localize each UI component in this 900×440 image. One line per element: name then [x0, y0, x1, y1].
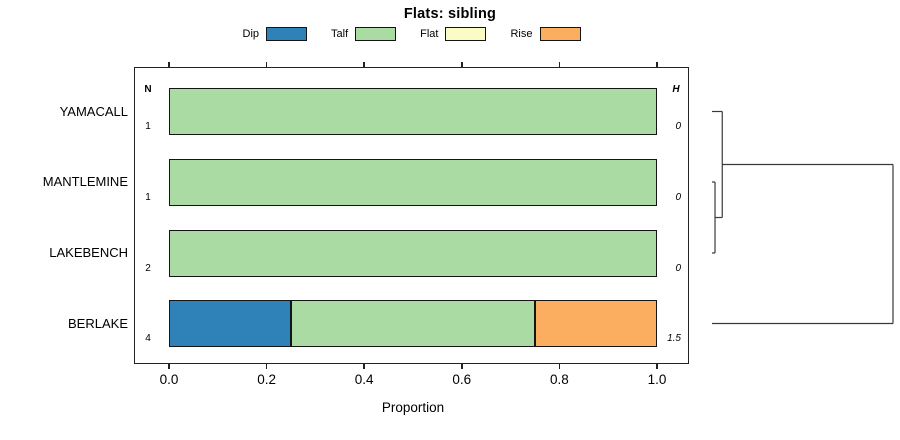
n-value: 1 [145, 121, 151, 132]
x-axis-tick-bottom [656, 364, 658, 369]
x-axis-tick-label: 1.0 [647, 372, 667, 387]
x-axis-tick-label: 0.4 [354, 372, 374, 387]
n-column-header: N [144, 84, 152, 95]
legend-label: Talf [331, 28, 349, 40]
x-axis-tick-top [461, 62, 463, 67]
h-column-header: H [672, 84, 680, 95]
bar-segment-rise [535, 300, 657, 347]
x-axis-tick-top [558, 62, 561, 67]
x-axis-tick-top [265, 62, 268, 67]
x-axis-tick-bottom [265, 364, 268, 369]
n-value: 1 [145, 191, 151, 203]
x-axis-tick-label: 0.0 [159, 372, 179, 387]
x-axis-tick-top [363, 62, 365, 67]
h-value: 0 [675, 262, 681, 274]
legend-swatch [266, 27, 308, 41]
row-label: YAMACALL [59, 103, 128, 119]
x-axis-tick-bottom [461, 364, 463, 369]
h-value: 0 [675, 191, 681, 203]
legend-label: Dip [242, 28, 260, 40]
legend-label: Flat [420, 28, 439, 40]
x-axis-tick-bottom [363, 364, 365, 369]
legend-item: Talf [331, 27, 397, 41]
row-label: MANTLEMINE [42, 174, 128, 189]
legend-swatch [445, 27, 487, 41]
legend-item: Rise [510, 27, 581, 41]
h-value: 1.5 [667, 333, 681, 344]
legend-label: Rise [510, 28, 533, 40]
x-axis-tick-label: 0.6 [452, 372, 472, 387]
legend-swatch [539, 27, 581, 41]
n-value: 4 [145, 333, 151, 344]
x-axis-tick-label: 0.2 [257, 372, 276, 387]
legend: Dip Talf Flat Rise [134, 26, 689, 42]
bar-segment-talf [169, 229, 657, 277]
x-axis-tick-bottom [168, 364, 170, 369]
legend-item: Dip [243, 27, 308, 41]
x-axis-tick-label: 0.8 [550, 372, 569, 387]
legend-swatch [355, 27, 397, 41]
legend-item: Flat [420, 27, 487, 41]
x-axis-label: Proportion [381, 400, 445, 415]
row-label: LAKEBENCH [49, 245, 128, 260]
x-axis-tick-bottom [558, 364, 561, 369]
x-axis-tick-top [168, 62, 170, 67]
n-value: 2 [145, 262, 151, 274]
chart-title: Flats: sibling [403, 6, 497, 22]
bar-segment-talf [169, 88, 657, 135]
bar-segment-talf [291, 300, 535, 347]
bar-segment-dip [169, 300, 291, 347]
row-label: BERLAKE [68, 315, 128, 331]
h-value: 0 [675, 121, 681, 132]
bar-segment-talf [169, 158, 657, 206]
x-axis-tick-top [656, 62, 658, 67]
